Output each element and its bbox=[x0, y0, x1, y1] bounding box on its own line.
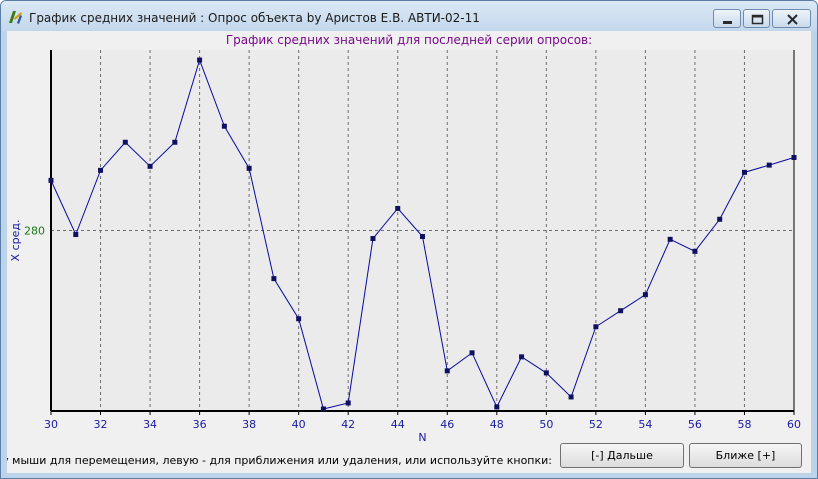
x-tick-label: 30 bbox=[44, 418, 58, 431]
data-point bbox=[494, 404, 500, 410]
data-point bbox=[791, 154, 797, 160]
x-tick-label: 54 bbox=[638, 418, 652, 431]
data-point bbox=[296, 316, 302, 322]
data-point bbox=[370, 236, 376, 242]
chart-title: График средних значений для последней се… bbox=[225, 33, 593, 47]
zoom-out-button[interactable]: [-] Дальше bbox=[560, 443, 684, 468]
data-point bbox=[618, 308, 624, 314]
data-point bbox=[73, 232, 79, 238]
data-point bbox=[172, 139, 178, 145]
zoom-in-button[interactable]: Ближе [+] bbox=[689, 443, 802, 468]
data-point bbox=[395, 205, 401, 211]
x-tick-label: 50 bbox=[539, 418, 553, 431]
data-point bbox=[593, 324, 599, 330]
data-point bbox=[122, 139, 128, 145]
maximize-icon bbox=[751, 14, 764, 25]
status-hint: Используйте правую кнопку мыши для перем… bbox=[7, 454, 552, 467]
data-point bbox=[197, 57, 203, 63]
close-button[interactable] bbox=[772, 9, 811, 28]
x-tick-label: 56 bbox=[688, 418, 702, 431]
data-point bbox=[320, 406, 326, 412]
maximize-button[interactable] bbox=[743, 9, 770, 28]
data-point bbox=[692, 248, 698, 254]
x-tick-label: 60 bbox=[787, 418, 801, 431]
data-point bbox=[271, 276, 277, 282]
x-tick-label: 52 bbox=[589, 418, 603, 431]
data-point bbox=[741, 169, 747, 175]
x-tick-label: 44 bbox=[391, 418, 405, 431]
data-point bbox=[717, 216, 723, 222]
chart-panel: График средних значений для последней се… bbox=[7, 31, 811, 473]
data-point bbox=[642, 292, 648, 298]
window-title: График средних значений : Опрос объекта … bbox=[29, 11, 480, 25]
data-point bbox=[519, 354, 525, 360]
x-tick-label: 58 bbox=[737, 418, 751, 431]
data-point bbox=[246, 165, 252, 171]
x-tick-label: 36 bbox=[193, 418, 207, 431]
data-point bbox=[444, 368, 450, 374]
data-point bbox=[221, 123, 227, 129]
data-point bbox=[98, 167, 104, 173]
title-bar[interactable]: График средних значений : Опрос объекта … bbox=[1, 1, 817, 31]
minimize-button[interactable] bbox=[713, 9, 741, 28]
minimize-icon bbox=[723, 21, 732, 24]
data-point bbox=[48, 177, 54, 183]
x-tick-label: 48 bbox=[490, 418, 504, 431]
close-icon bbox=[787, 14, 798, 25]
x-axis-label: N bbox=[418, 431, 426, 444]
x-tick-label: 32 bbox=[94, 418, 108, 431]
app-icon bbox=[7, 9, 23, 25]
x-tick-label: 42 bbox=[341, 418, 355, 431]
data-point bbox=[568, 394, 574, 400]
data-point bbox=[345, 400, 351, 406]
y-tick-label: 280 bbox=[24, 225, 45, 238]
status-hint-text: Используйте правую кнопку мыши для перем… bbox=[7, 454, 552, 467]
data-point bbox=[667, 236, 673, 242]
x-tick-label: 46 bbox=[440, 418, 454, 431]
line-chart[interactable]: 30 32 34 36 38 40 42 44 46 48 50 52 54 56 58 60 280 N X ср… bbox=[7, 31, 811, 451]
x-tick-label: 40 bbox=[292, 418, 306, 431]
y-axis-label: X сред. bbox=[9, 220, 22, 262]
x-tick-label: 34 bbox=[143, 418, 157, 431]
x-tick-label: 38 bbox=[242, 418, 256, 431]
data-point bbox=[766, 162, 772, 168]
data-point bbox=[420, 234, 425, 240]
data-point bbox=[469, 350, 475, 356]
data-point bbox=[147, 163, 153, 169]
data-point bbox=[543, 370, 549, 376]
